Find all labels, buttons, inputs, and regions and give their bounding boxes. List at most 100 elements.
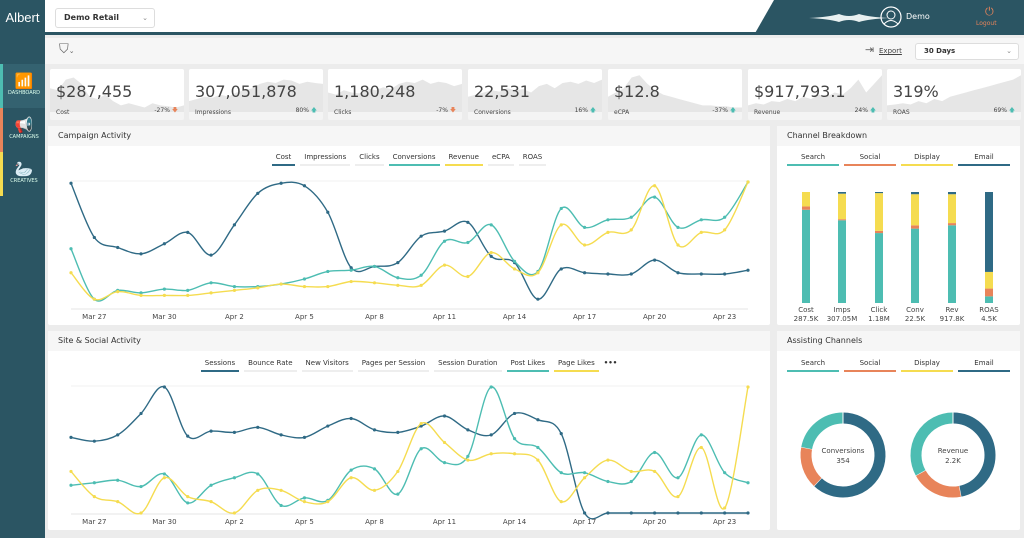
data-point[interactable] bbox=[629, 228, 633, 232]
data-point[interactable] bbox=[442, 239, 447, 243]
data-point[interactable] bbox=[676, 243, 680, 247]
data-point[interactable] bbox=[279, 503, 283, 508]
data-point[interactable] bbox=[69, 483, 73, 487]
bar-segment-email[interactable] bbox=[911, 192, 919, 195]
data-point[interactable] bbox=[116, 290, 120, 294]
data-point[interactable] bbox=[396, 492, 400, 496]
data-point[interactable] bbox=[629, 479, 633, 484]
data-point[interactable] bbox=[349, 279, 353, 284]
legend-item-post-likes[interactable]: Post Likes bbox=[506, 359, 549, 372]
bar-segment-display[interactable] bbox=[948, 194, 956, 224]
data-point[interactable] bbox=[396, 261, 400, 265]
data-point[interactable] bbox=[512, 411, 517, 416]
data-point[interactable] bbox=[396, 276, 400, 280]
data-point[interactable] bbox=[186, 434, 190, 438]
kpi-card-roas[interactable]: 319% ROAS 69% 🡅 bbox=[887, 69, 1021, 120]
legend-item-session-duration[interactable]: Session Duration bbox=[434, 359, 502, 372]
data-point[interactable] bbox=[419, 421, 423, 426]
data-point[interactable] bbox=[139, 411, 143, 416]
data-point[interactable] bbox=[559, 500, 563, 504]
export-link[interactable]: Export bbox=[879, 47, 902, 55]
more-options-button[interactable]: ••• bbox=[603, 359, 618, 367]
data-point[interactable] bbox=[466, 220, 470, 224]
data-point[interactable] bbox=[302, 284, 307, 289]
data-point[interactable] bbox=[489, 385, 493, 389]
data-point[interactable] bbox=[349, 476, 353, 480]
data-point[interactable] bbox=[92, 439, 96, 443]
data-point[interactable] bbox=[676, 271, 680, 275]
donut-slice-search[interactable] bbox=[801, 412, 844, 450]
data-point[interactable] bbox=[653, 450, 657, 455]
data-point[interactable] bbox=[653, 195, 657, 199]
data-point[interactable] bbox=[349, 268, 353, 272]
data-point[interactable] bbox=[629, 272, 633, 276]
data-point[interactable] bbox=[676, 495, 680, 499]
data-point[interactable] bbox=[209, 483, 213, 487]
data-point[interactable] bbox=[582, 511, 587, 515]
data-point[interactable] bbox=[559, 223, 563, 227]
legend-item-search[interactable]: Search bbox=[787, 359, 839, 372]
data-point[interactable] bbox=[723, 506, 727, 510]
data-point[interactable] bbox=[629, 469, 633, 474]
legend-item-page-likes[interactable]: Page Likes bbox=[553, 359, 599, 372]
data-point[interactable] bbox=[419, 283, 423, 287]
data-point[interactable] bbox=[139, 252, 143, 256]
kpi-card-cost[interactable]: $287,455 Cost -27% 🡇 bbox=[50, 69, 184, 120]
data-point[interactable] bbox=[676, 476, 680, 480]
data-point[interactable] bbox=[676, 225, 680, 229]
data-point[interactable] bbox=[162, 476, 166, 480]
data-point[interactable] bbox=[232, 288, 237, 292]
data-point[interactable] bbox=[582, 243, 587, 247]
data-point[interactable] bbox=[536, 297, 540, 301]
data-point[interactable] bbox=[372, 428, 377, 432]
data-point[interactable] bbox=[162, 293, 166, 297]
data-point[interactable] bbox=[653, 469, 657, 474]
data-point[interactable] bbox=[536, 418, 540, 422]
sidebar-item-campaigns[interactable]: 📢 CAMPAIGNS bbox=[0, 108, 45, 152]
data-point[interactable] bbox=[349, 416, 353, 421]
data-point[interactable] bbox=[396, 469, 400, 474]
data-point[interactable] bbox=[232, 284, 237, 289]
data-point[interactable] bbox=[139, 291, 143, 295]
power-icon[interactable]: ⏻ bbox=[985, 5, 994, 18]
legend-item-impressions[interactable]: Impressions bbox=[300, 153, 351, 166]
data-point[interactable] bbox=[209, 281, 213, 285]
data-point[interactable] bbox=[396, 283, 400, 287]
data-point[interactable] bbox=[489, 433, 493, 437]
data-point[interactable] bbox=[606, 479, 610, 484]
bar-segment-display[interactable] bbox=[838, 193, 846, 220]
data-point[interactable] bbox=[302, 184, 307, 188]
data-point[interactable] bbox=[629, 215, 633, 219]
data-point[interactable] bbox=[489, 254, 493, 258]
data-point[interactable] bbox=[746, 481, 750, 485]
data-point[interactable] bbox=[559, 267, 563, 271]
data-point[interactable] bbox=[256, 472, 260, 476]
data-point[interactable] bbox=[92, 297, 96, 301]
data-point[interactable] bbox=[92, 235, 96, 240]
data-point[interactable] bbox=[186, 495, 190, 499]
data-point[interactable] bbox=[256, 488, 260, 492]
bar-segment-social[interactable] bbox=[911, 225, 919, 229]
data-point[interactable] bbox=[489, 250, 493, 255]
data-point[interactable] bbox=[69, 247, 73, 251]
data-point[interactable] bbox=[162, 472, 166, 476]
data-point[interactable] bbox=[466, 428, 470, 432]
data-point[interactable] bbox=[723, 228, 727, 232]
date-range-select[interactable]: 30 Days ⌄ bbox=[915, 43, 1019, 60]
data-point[interactable] bbox=[653, 258, 657, 262]
data-point[interactable] bbox=[512, 452, 517, 456]
account-select[interactable]: Demo Retail ⌄ bbox=[55, 8, 155, 28]
data-point[interactable] bbox=[326, 210, 330, 214]
data-point[interactable] bbox=[209, 500, 213, 504]
data-point[interactable] bbox=[559, 206, 563, 211]
data-point[interactable] bbox=[302, 277, 307, 281]
user-avatar-icon[interactable] bbox=[880, 6, 902, 28]
data-point[interactable] bbox=[489, 223, 493, 227]
bar-segment-search[interactable] bbox=[948, 225, 956, 303]
data-point[interactable] bbox=[653, 184, 657, 188]
data-point[interactable] bbox=[559, 432, 563, 436]
bar-segment-social[interactable] bbox=[802, 206, 810, 210]
data-point[interactable] bbox=[419, 273, 423, 277]
donut-slice-search[interactable] bbox=[910, 412, 954, 476]
logout-button[interactable]: Logout bbox=[976, 20, 997, 27]
